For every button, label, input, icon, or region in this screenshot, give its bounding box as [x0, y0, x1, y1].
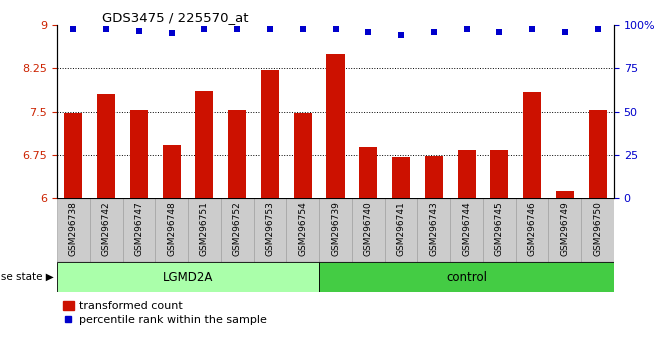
Bar	[287, 198, 319, 262]
Bar	[57, 262, 319, 292]
Bar	[352, 198, 384, 262]
Bar	[155, 198, 188, 262]
Text: GSM296752: GSM296752	[233, 201, 242, 256]
Bar	[294, 113, 312, 198]
Text: GSM296749: GSM296749	[560, 201, 569, 256]
Bar	[588, 110, 607, 198]
Bar	[458, 150, 476, 198]
Bar	[228, 110, 246, 198]
Bar	[450, 198, 483, 262]
Text: GSM296738: GSM296738	[69, 201, 78, 256]
Bar	[417, 198, 450, 262]
Text: GSM296753: GSM296753	[266, 201, 274, 256]
Bar	[425, 156, 443, 198]
Bar	[523, 92, 541, 198]
Bar	[556, 191, 574, 198]
Bar	[162, 145, 180, 198]
Text: GDS3475 / 225570_at: GDS3475 / 225570_at	[101, 11, 248, 24]
Bar	[327, 54, 344, 198]
Bar	[64, 113, 83, 198]
Bar	[123, 198, 155, 262]
Bar	[483, 198, 516, 262]
Bar	[195, 91, 213, 198]
Text: disease state ▶: disease state ▶	[0, 272, 54, 282]
Bar	[57, 198, 90, 262]
Bar	[392, 156, 410, 198]
Bar	[254, 198, 287, 262]
Text: GSM296748: GSM296748	[167, 201, 176, 256]
Text: GSM296744: GSM296744	[462, 201, 471, 256]
Text: GSM296746: GSM296746	[527, 201, 537, 256]
Text: GSM296750: GSM296750	[593, 201, 602, 256]
Text: control: control	[446, 270, 487, 284]
Bar	[130, 110, 148, 198]
Bar	[581, 198, 614, 262]
Text: GSM296751: GSM296751	[200, 201, 209, 256]
Bar	[319, 198, 352, 262]
Bar	[319, 262, 614, 292]
Bar	[384, 198, 417, 262]
Text: GSM296743: GSM296743	[429, 201, 438, 256]
Text: GSM296741: GSM296741	[397, 201, 405, 256]
Bar	[491, 150, 509, 198]
Text: GSM296739: GSM296739	[331, 201, 340, 256]
Text: GSM296754: GSM296754	[298, 201, 307, 256]
Text: GSM296747: GSM296747	[134, 201, 144, 256]
Legend: transformed count, percentile rank within the sample: transformed count, percentile rank withi…	[62, 301, 267, 325]
Bar	[516, 198, 548, 262]
Bar	[359, 147, 377, 198]
Text: LGMD2A: LGMD2A	[163, 270, 213, 284]
Bar	[548, 198, 581, 262]
Bar	[90, 198, 123, 262]
Bar	[261, 70, 279, 198]
Text: GSM296740: GSM296740	[364, 201, 373, 256]
Bar	[188, 198, 221, 262]
Bar	[97, 94, 115, 198]
Bar	[221, 198, 254, 262]
Text: GSM296742: GSM296742	[102, 201, 111, 256]
Text: GSM296745: GSM296745	[495, 201, 504, 256]
